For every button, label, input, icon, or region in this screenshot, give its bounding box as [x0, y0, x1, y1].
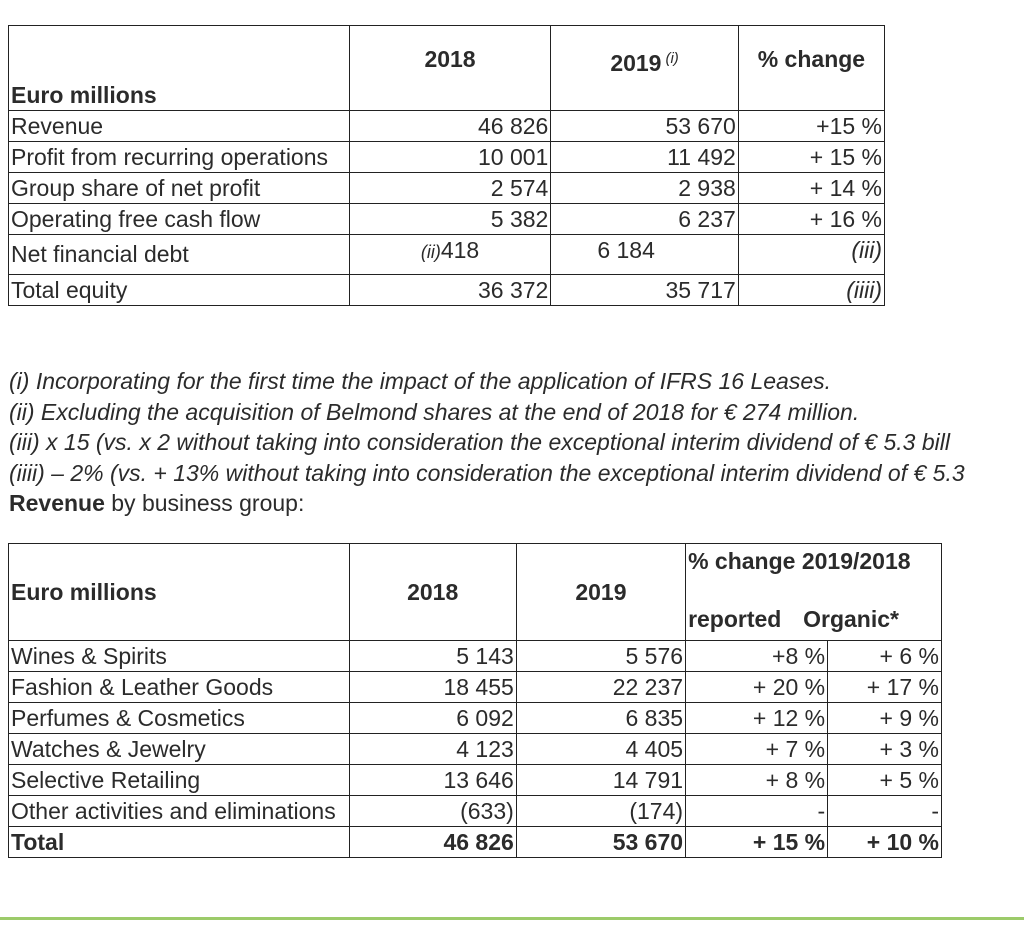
table-row: Operating free cash flow 5 382 6 237 + 1…: [8, 203, 886, 235]
value-2019: 11 492: [550, 141, 739, 173]
value-change: +15 %: [737, 110, 886, 142]
header-organic: Organic*: [803, 606, 899, 632]
value-2018: 10 001: [348, 141, 552, 173]
table-row: Revenue 46 826 53 670 +15 %: [8, 110, 886, 142]
row-label: Other activities and eliminations: [8, 795, 350, 827]
value-2018: (ii)418: [348, 234, 552, 275]
footnotes: (i) Incorporating for the first time the…: [9, 366, 1024, 519]
value-2018: 6 092: [348, 702, 517, 734]
header-change: % change: [737, 25, 886, 111]
value-2018: 18 455: [348, 671, 517, 703]
revenue-caption: Revenue by business group:: [9, 490, 305, 516]
header-2018: 2018: [348, 25, 552, 111]
value-2018: (633): [348, 795, 517, 827]
footnote: (iii) x 15 (vs. x 2 without taking into …: [9, 429, 950, 455]
table-header-row: Euro millions 2018 2019 % change 2019/20…: [8, 543, 942, 641]
value-change: + 14 %: [737, 172, 886, 204]
value-reported: + 7 %: [685, 733, 829, 765]
value-2019: 2 938: [550, 172, 739, 204]
value-2019: 6 184: [550, 234, 739, 275]
revenue-by-business-group-table: Euro millions 2018 2019 % change 2019/20…: [8, 543, 942, 858]
value-2019: 6 237: [550, 203, 739, 235]
header-label: Euro millions: [8, 25, 350, 111]
table-row: Selective Retailing 13 646 14 791 + 8 % …: [8, 764, 942, 796]
value-reported: + 15 %: [685, 826, 829, 858]
value-2019: 53 670: [515, 826, 687, 858]
row-label: Total equity: [8, 274, 350, 306]
row-label: Revenue: [8, 110, 350, 142]
value-2018-note: (ii): [420, 242, 441, 262]
value-2018: 46 826: [348, 826, 517, 858]
value-2018: 4 123: [348, 733, 517, 765]
value-organic: -: [827, 795, 942, 827]
header-2019: 2019 (i): [550, 25, 739, 111]
value-organic: + 9 %: [827, 702, 942, 734]
value-2018: 13 646: [348, 764, 517, 796]
value-2018: 36 372: [348, 274, 552, 306]
row-label: Group share of net profit: [8, 172, 350, 204]
table-row: Fashion & Leather Goods 18 455 22 237 + …: [8, 671, 942, 703]
footnote: (iiii) – 2% (vs. + 13% without taking in…: [9, 459, 965, 486]
table-header-row: Euro millions 2018 2019 (i) % change: [8, 25, 886, 111]
row-label: Profit from recurring operations: [8, 141, 350, 173]
table-row: Perfumes & Cosmetics 6 092 6 835 + 12 % …: [8, 702, 942, 734]
value-2018: 46 826: [348, 110, 552, 142]
header-2019-note: (i): [665, 50, 679, 67]
value-2019: 6 835: [515, 702, 687, 734]
header-2018: 2018: [348, 543, 517, 641]
row-label: Wines & Spirits: [8, 640, 350, 672]
row-label: Watches & Jewelry: [8, 733, 350, 765]
value-organic: + 6 %: [827, 640, 942, 672]
table-row: Other activities and eliminations (633) …: [8, 795, 942, 827]
value-2018: 5 143: [348, 640, 517, 672]
value-2019: 53 670: [550, 110, 739, 142]
value-2019: (174): [515, 795, 687, 827]
value-reported: + 8 %: [685, 764, 829, 796]
table-row: Net financial debt (ii)418 6 184 (iii): [8, 234, 886, 275]
row-label: Total: [8, 826, 350, 858]
value-organic: + 5 %: [827, 764, 942, 796]
row-label: Operating free cash flow: [8, 203, 350, 235]
value-change: + 16 %: [737, 203, 886, 235]
value-reported: + 20 %: [685, 671, 829, 703]
row-label: Net financial debt: [8, 234, 350, 275]
value-2018: 2 574: [348, 172, 552, 204]
footnote: (i) Incorporating for the first time the…: [9, 368, 832, 394]
header-reported: reported: [688, 606, 782, 632]
value-reported: -: [685, 795, 829, 827]
row-label: Fashion & Leather Goods: [8, 671, 350, 703]
row-label: Perfumes & Cosmetics: [8, 702, 350, 734]
footnote: (ii) Excluding the acquisition of Belmon…: [9, 398, 860, 425]
value-2018: 5 382: [348, 203, 552, 235]
value-organic: + 10 %: [827, 826, 942, 858]
table-row: Wines & Spirits 5 143 5 576 +8 % + 6 %: [8, 640, 942, 672]
table-row: Total equity 36 372 35 717 (iiii): [8, 274, 886, 306]
value-2019: 14 791: [515, 764, 687, 796]
value-change: (iii): [737, 234, 886, 275]
header-label: Euro millions: [8, 543, 350, 641]
value-reported: +8 %: [685, 640, 829, 672]
value-2019: 5 576: [515, 640, 687, 672]
value-reported: + 12 %: [685, 702, 829, 734]
value-organic: + 3 %: [827, 733, 942, 765]
value-change: (iiii): [737, 274, 886, 306]
header-change: % change 2019/2018 reported Organic*: [685, 543, 942, 641]
value-change: + 15 %: [737, 141, 886, 173]
key-figures-table: Euro millions 2018 2019 (i) % change Reve…: [8, 25, 886, 306]
page-divider: [0, 917, 1024, 920]
table-row: Profit from recurring operations 10 001 …: [8, 141, 886, 173]
value-2019: 35 717: [550, 274, 739, 306]
value-2019: 4 405: [515, 733, 687, 765]
header-2019: 2019: [515, 543, 687, 641]
table-row: Watches & Jewelry 4 123 4 405 + 7 % + 3 …: [8, 733, 942, 765]
table-row-total: Total 46 826 53 670 + 15 % + 10 %: [8, 826, 942, 858]
table-row: Group share of net profit 2 574 2 938 + …: [8, 172, 886, 204]
value-2019: 22 237: [515, 671, 687, 703]
row-label: Selective Retailing: [8, 764, 350, 796]
value-organic: + 17 %: [827, 671, 942, 703]
